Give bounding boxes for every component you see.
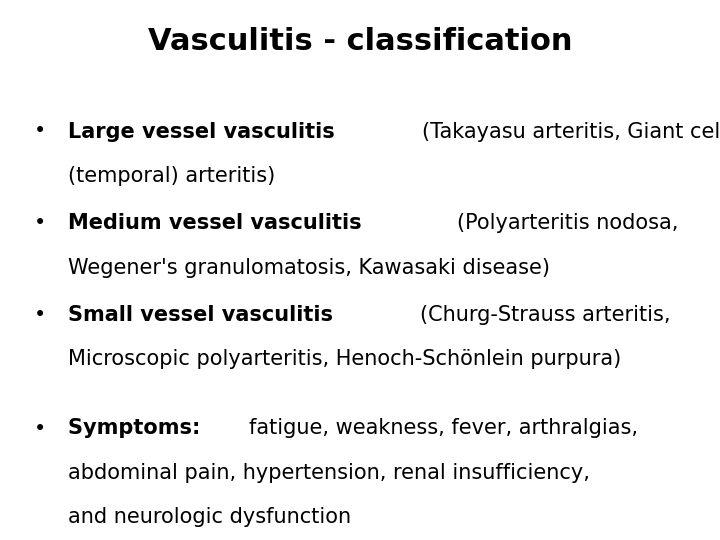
Text: •: •	[33, 122, 46, 141]
Text: •: •	[33, 213, 46, 233]
Text: Symptoms:: Symptoms:	[68, 418, 208, 438]
Text: Microscopic polyarteritis, Henoch-Schönlein purpura): Microscopic polyarteritis, Henoch-Schönl…	[68, 349, 621, 369]
Text: Wegener's granulomatosis, Kawasaki disease): Wegener's granulomatosis, Kawasaki disea…	[68, 258, 550, 278]
Text: •: •	[33, 418, 46, 438]
Text: Large vessel vasculitis: Large vessel vasculitis	[68, 122, 343, 141]
Text: and neurologic dysfunction: and neurologic dysfunction	[68, 507, 351, 527]
Text: Small vessel vasculitis: Small vessel vasculitis	[68, 305, 341, 325]
Text: fatigue, weakness, fever, arthralgias,: fatigue, weakness, fever, arthralgias,	[248, 418, 638, 438]
Text: •: •	[33, 305, 46, 325]
Text: (Polyarteritis nodosa,: (Polyarteritis nodosa,	[456, 213, 678, 233]
Text: Medium vessel vasculitis: Medium vessel vasculitis	[68, 213, 369, 233]
Text: Vasculitis - classification: Vasculitis - classification	[148, 27, 572, 56]
Text: (Takayasu arteritis, Giant cell: (Takayasu arteritis, Giant cell	[422, 122, 720, 141]
Text: abdominal pain, hypertension, renal insufficiency,: abdominal pain, hypertension, renal insu…	[68, 463, 590, 483]
Text: (temporal) arteritis): (temporal) arteritis)	[68, 166, 276, 186]
Text: (Churg-Strauss arteritis,: (Churg-Strauss arteritis,	[420, 305, 670, 325]
